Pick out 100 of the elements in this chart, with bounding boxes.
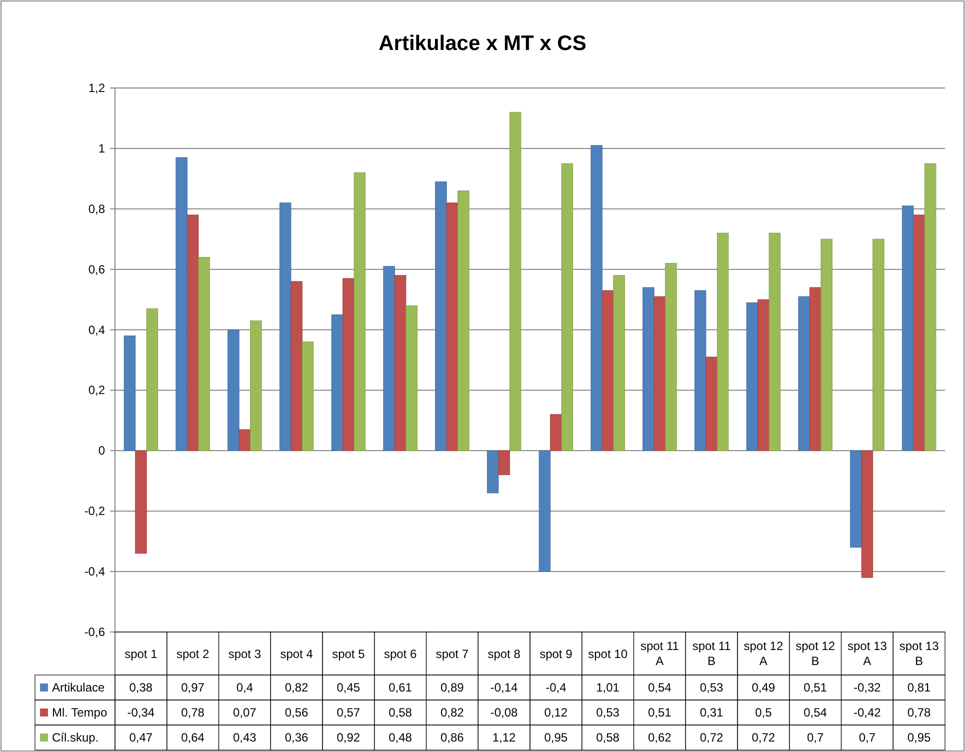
x-tick-label: spot 12 A <box>744 639 784 668</box>
bar <box>135 450 147 554</box>
data-label: 0,97 <box>181 680 205 694</box>
data-label: 0,57 <box>336 706 360 720</box>
bar <box>861 450 874 578</box>
y-tick-label: 1,2 <box>88 81 106 95</box>
x-tick-label: spot 5 <box>332 647 366 661</box>
data-label: 0,49 <box>752 680 776 694</box>
data-label: -0,42 <box>854 706 882 720</box>
bar <box>146 308 158 451</box>
data-label: 0,92 <box>336 730 360 744</box>
bar <box>850 450 862 548</box>
legend-label: Ml. Tempo <box>52 706 108 720</box>
data-label: 0,53 <box>596 706 620 720</box>
y-tick-label: 0,4 <box>88 322 106 337</box>
y-tick-label: 0 <box>98 444 106 458</box>
x-tick-label: spot 9 <box>540 647 573 661</box>
bar <box>694 290 706 451</box>
bar <box>768 232 781 451</box>
data-label: 1,12 <box>492 730 516 744</box>
bar <box>354 172 366 451</box>
x-tick-label: spot 1 <box>124 647 158 661</box>
bar <box>176 157 188 451</box>
bar <box>872 238 884 451</box>
y-tick-label: 1 <box>98 141 106 156</box>
x-tick-label: spot 8 <box>488 647 521 661</box>
x-tick-label: spot 13 B <box>899 639 940 668</box>
bar <box>124 336 136 451</box>
data-label: 0,36 <box>284 730 309 744</box>
data-label: -0,32 <box>854 680 882 694</box>
bar <box>394 275 406 451</box>
x-tick-label: spot 3 <box>228 647 262 661</box>
data-label: 0,61 <box>388 680 412 694</box>
bar <box>406 305 418 451</box>
bar <box>302 342 314 451</box>
bar <box>435 181 447 451</box>
bar <box>538 450 551 572</box>
bar <box>758 299 770 451</box>
bar <box>716 232 729 451</box>
data-label: 0,78 <box>907 706 932 720</box>
data-label: 0,56 <box>284 706 309 720</box>
data-label: 0,38 <box>129 680 153 694</box>
data-label: 0,48 <box>388 730 412 744</box>
data-label: 0,81 <box>907 680 932 694</box>
data-label: 0,54 <box>804 706 828 720</box>
data-label: 0,4 <box>236 680 254 694</box>
bar <box>342 278 354 451</box>
chart-title: Artikulace x MT x CS <box>378 32 586 55</box>
data-label: 0,51 <box>804 680 828 694</box>
data-label: 0,43 <box>233 730 257 744</box>
x-tick-label: spot 11 A <box>640 639 680 668</box>
bar <box>820 238 832 451</box>
y-tick-label: 0,8 <box>88 202 106 216</box>
bar <box>798 296 810 451</box>
bar <box>458 190 470 451</box>
bar <box>509 112 522 451</box>
x-tick-label: spot 2 <box>176 647 210 661</box>
data-label: 0,86 <box>440 730 464 744</box>
bar <box>498 450 510 476</box>
bar <box>250 320 262 451</box>
y-tick-label: -0,2 <box>84 504 106 518</box>
y-tick-label: -0,4 <box>84 564 106 579</box>
data-label: -0,08 <box>490 706 518 720</box>
y-tick-label: 0,6 <box>88 262 106 276</box>
bar <box>331 314 344 451</box>
data-label: 1,01 <box>596 680 620 694</box>
data-label: -0,34 <box>127 706 155 720</box>
data-label: 0,45 <box>336 680 360 694</box>
bar <box>550 414 562 451</box>
data-label: 0,47 <box>129 730 153 744</box>
data-label: 0,82 <box>284 680 309 694</box>
bar <box>383 266 395 451</box>
data-label: 0,07 <box>233 706 257 720</box>
bar <box>642 287 654 451</box>
bar <box>613 275 625 451</box>
legend-label: Artikulace <box>52 680 106 694</box>
bar <box>706 356 718 451</box>
bar <box>590 145 602 451</box>
y-tick-label: 0,2 <box>88 383 106 398</box>
data-label: -0,4 <box>546 680 567 694</box>
x-tick-label: spot 4 <box>280 647 314 661</box>
bar <box>924 163 936 451</box>
bar <box>809 287 822 451</box>
bar <box>279 202 292 451</box>
bar <box>665 263 677 451</box>
data-label: 0,31 <box>700 706 724 720</box>
data-label: 0,72 <box>752 730 776 744</box>
bar <box>602 290 614 451</box>
bar <box>228 330 240 451</box>
bar <box>902 206 914 451</box>
legend-label: Cíl.skup. <box>52 730 99 744</box>
bar <box>446 202 458 451</box>
data-label: -0,14 <box>490 680 518 694</box>
bar <box>746 302 758 451</box>
data-label: 0,7 <box>806 730 824 744</box>
y-tick-label: -0,6 <box>84 625 106 639</box>
data-label: 0,89 <box>440 680 464 694</box>
data-label: 0,51 <box>648 706 672 720</box>
data-label: 0,64 <box>181 730 205 744</box>
data-label: 0,54 <box>648 680 672 694</box>
